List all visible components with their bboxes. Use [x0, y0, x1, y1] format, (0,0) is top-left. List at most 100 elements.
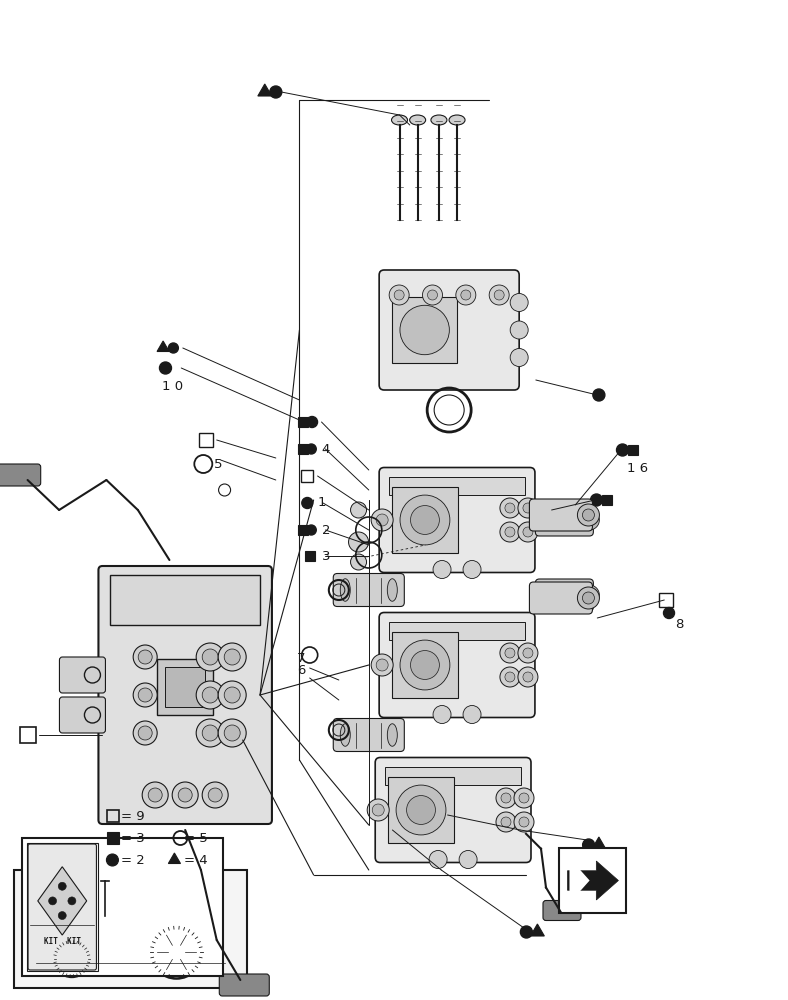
Circle shape: [178, 788, 192, 802]
Circle shape: [196, 681, 224, 709]
Bar: [20, 727, 35, 743]
Polygon shape: [38, 867, 87, 935]
Text: = 5: = 5: [184, 831, 208, 844]
Circle shape: [169, 343, 178, 353]
Circle shape: [396, 785, 446, 835]
Circle shape: [523, 672, 533, 682]
Bar: [165, 667, 205, 707]
Circle shape: [501, 793, 511, 803]
Bar: [392, 487, 458, 553]
Bar: [110, 575, 260, 625]
FancyBboxPatch shape: [98, 566, 272, 824]
Circle shape: [518, 498, 538, 518]
Text: 1 0: 1 0: [162, 379, 183, 392]
Circle shape: [582, 839, 595, 851]
Circle shape: [348, 532, 369, 552]
FancyBboxPatch shape: [379, 612, 535, 718]
Circle shape: [371, 509, 393, 531]
Circle shape: [376, 514, 388, 526]
Circle shape: [372, 804, 385, 816]
Polygon shape: [169, 853, 180, 863]
Circle shape: [407, 796, 436, 824]
Text: 1 6: 1 6: [627, 462, 649, 475]
Bar: [14, 870, 247, 988]
FancyBboxPatch shape: [28, 844, 96, 970]
Circle shape: [203, 782, 229, 808]
FancyBboxPatch shape: [333, 718, 404, 752]
Circle shape: [663, 607, 675, 618]
Text: 1: 1: [318, 496, 326, 510]
Bar: [388, 777, 454, 843]
Circle shape: [514, 812, 534, 832]
Bar: [118, 897, 143, 918]
Bar: [305, 551, 314, 561]
Text: 2: 2: [322, 524, 330, 536]
FancyBboxPatch shape: [535, 504, 593, 536]
Circle shape: [49, 897, 57, 905]
Circle shape: [510, 321, 528, 339]
FancyBboxPatch shape: [543, 901, 581, 921]
Circle shape: [133, 683, 157, 707]
Circle shape: [203, 687, 218, 703]
Circle shape: [505, 503, 515, 513]
Circle shape: [389, 285, 409, 305]
Circle shape: [203, 725, 218, 741]
Text: 8: 8: [675, 618, 684, 632]
Bar: [147, 897, 164, 918]
Circle shape: [138, 726, 152, 740]
Bar: [27, 843, 98, 971]
FancyBboxPatch shape: [535, 579, 593, 611]
Bar: [659, 593, 673, 607]
FancyBboxPatch shape: [375, 758, 531, 862]
Circle shape: [505, 672, 515, 682]
Circle shape: [148, 788, 162, 802]
Circle shape: [579, 585, 600, 605]
Circle shape: [427, 290, 437, 300]
Circle shape: [196, 643, 224, 671]
Circle shape: [518, 643, 538, 663]
FancyBboxPatch shape: [333, 573, 404, 606]
Circle shape: [196, 719, 224, 747]
Circle shape: [518, 667, 538, 687]
Polygon shape: [592, 837, 606, 849]
Text: = 3: = 3: [121, 831, 145, 844]
Circle shape: [218, 719, 246, 747]
Bar: [385, 767, 521, 785]
Text: KIT  KIT: KIT KIT: [44, 937, 80, 946]
Circle shape: [523, 527, 533, 537]
Circle shape: [519, 793, 529, 803]
Circle shape: [138, 650, 152, 664]
Circle shape: [578, 587, 600, 609]
FancyBboxPatch shape: [0, 464, 41, 486]
Ellipse shape: [388, 579, 397, 601]
Circle shape: [367, 799, 389, 821]
Circle shape: [616, 444, 629, 456]
Circle shape: [463, 706, 481, 724]
Bar: [392, 632, 458, 698]
FancyBboxPatch shape: [219, 974, 269, 996]
Circle shape: [133, 721, 157, 745]
Circle shape: [371, 654, 393, 676]
Circle shape: [307, 525, 316, 535]
Circle shape: [501, 817, 511, 827]
Ellipse shape: [392, 115, 407, 125]
Text: = 4: = 4: [184, 853, 208, 866]
Circle shape: [523, 503, 533, 513]
Circle shape: [203, 649, 218, 665]
Circle shape: [429, 850, 447, 868]
Ellipse shape: [340, 579, 350, 601]
Bar: [628, 445, 637, 455]
Polygon shape: [157, 341, 169, 352]
Circle shape: [578, 504, 600, 526]
Circle shape: [400, 640, 450, 690]
Bar: [22, 838, 223, 976]
Circle shape: [224, 649, 240, 665]
Bar: [389, 622, 525, 640]
Bar: [298, 444, 307, 454]
Bar: [107, 832, 120, 844]
Circle shape: [514, 788, 534, 808]
Polygon shape: [58, 916, 113, 942]
Circle shape: [218, 643, 246, 671]
Circle shape: [505, 648, 515, 658]
Circle shape: [582, 592, 594, 604]
